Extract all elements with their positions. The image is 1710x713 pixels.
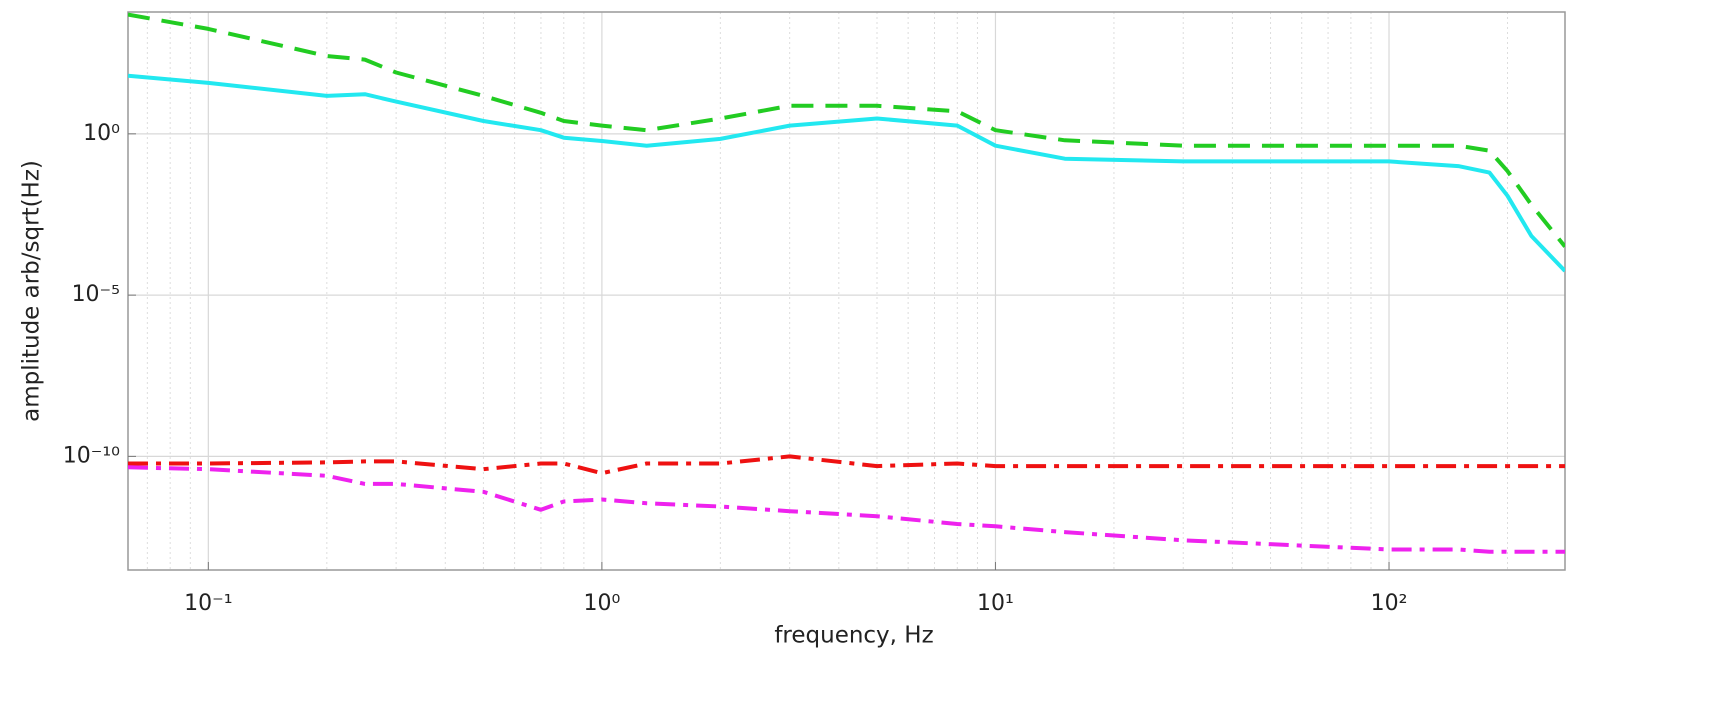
x-tick-label: 10¹: [977, 591, 1014, 616]
plot-frame: [127, 11, 1566, 571]
y-axis-label: amplitude arb/sqrt(Hz): [19, 160, 45, 422]
series-line: [128, 465, 1565, 554]
series-line: [128, 454, 1565, 476]
x-tick-label: 10²: [1371, 591, 1408, 616]
series-line: [128, 73, 1565, 273]
y-tick-label: 10⁻¹⁰: [63, 443, 120, 468]
x-tick-label: 10⁰: [583, 591, 620, 616]
x-tick-label: 10⁻¹: [184, 591, 232, 616]
series-line: [128, 12, 1565, 248]
y-tick-label: 10⁰: [83, 121, 120, 146]
y-tick-label: 10⁻⁵: [72, 282, 120, 307]
x-axis-label: frequency, Hz: [774, 623, 933, 649]
